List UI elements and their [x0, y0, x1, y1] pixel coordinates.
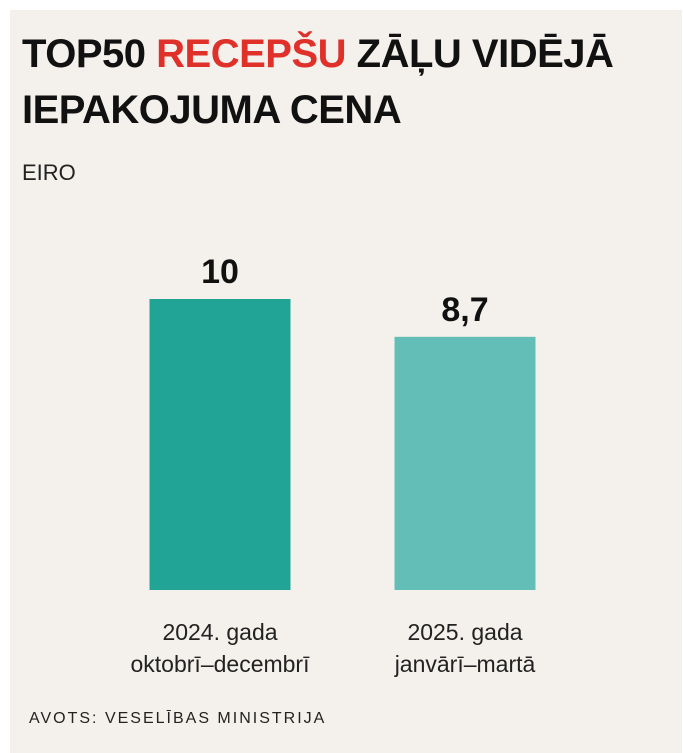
category-label-2-line-2: janvārī–martā [394, 651, 536, 677]
bar-1 [149, 299, 291, 590]
title-part-1: TOP50 [22, 32, 146, 76]
category-label-1-line-2: oktobrī–decembrī [131, 651, 311, 677]
title-highlight: RECEPŠU [156, 32, 347, 76]
source-note: AVOTS: VESELĪBAS MINISTRIJA [29, 710, 327, 727]
chart-card [10, 10, 682, 753]
category-label-2-line-1: 2025. gada [407, 619, 522, 645]
bar-value-label-1: 10 [201, 253, 239, 291]
bar-value-label-2: 8,7 [441, 291, 488, 329]
bar-2 [394, 336, 536, 590]
title-part-2: ZĀĻU VIDĒJĀ IEPAKOJUMA CENA [22, 32, 614, 132]
chart-title: TOP50 RECEPŠU ZĀĻU VIDĒJĀ IEPAKOJUMA CEN… [22, 26, 652, 138]
category-label-1-line-1: 2024. gada [162, 619, 277, 645]
bar-chart: 10 2024. gada oktobrī–decembrī 8,7 2025. gad… [131, 253, 536, 677]
unit-label: EIRO [22, 160, 76, 185]
